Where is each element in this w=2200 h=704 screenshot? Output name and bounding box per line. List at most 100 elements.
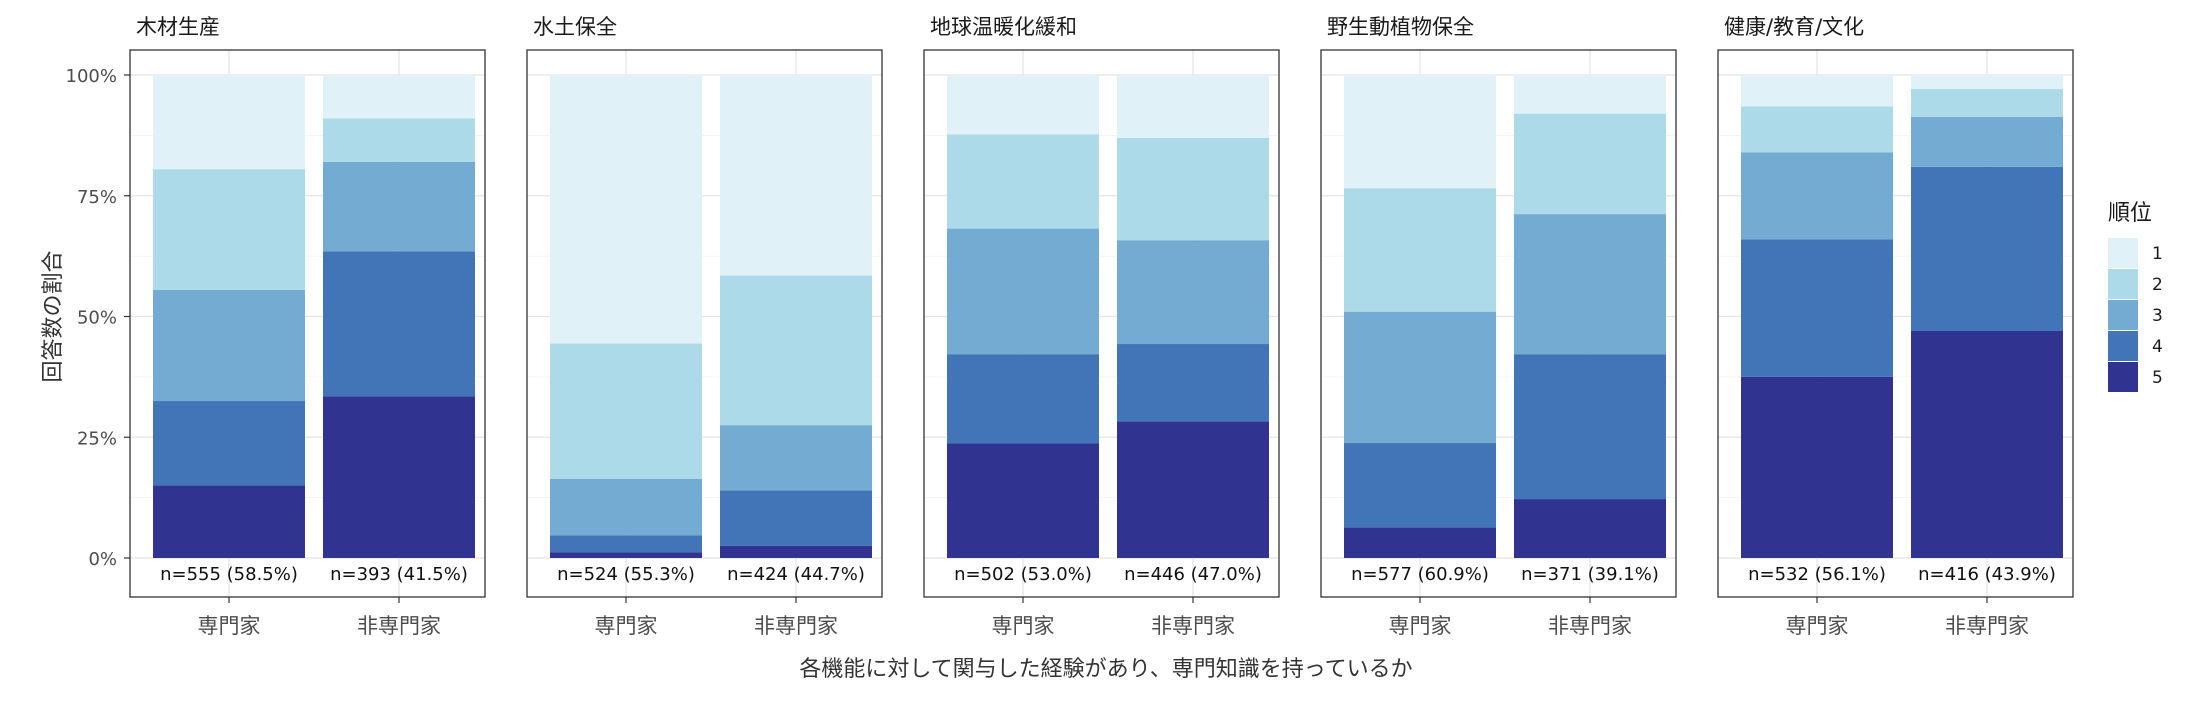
- y-tick-label: 50%: [77, 308, 117, 329]
- bar-segment-rank-4: [1514, 354, 1666, 500]
- bar-segment-rank-4: [550, 535, 702, 553]
- legend-label: 5: [2152, 368, 2163, 388]
- legend-label: 4: [2152, 337, 2163, 357]
- x-tick-label: 専門家: [595, 614, 658, 638]
- bar-segment-rank-1: [323, 75, 475, 119]
- bar-n-label: n=502 (53.0%): [954, 564, 1092, 585]
- bar-segment-rank-1: [1911, 75, 2063, 90]
- bar-segment-rank-2: [1117, 137, 1269, 241]
- bar-segment-rank-3: [1344, 311, 1496, 444]
- bar-segment-rank-4: [720, 490, 872, 546]
- bar-segment-rank-2: [1514, 113, 1666, 215]
- legend-swatch-rank-1: [2108, 238, 2138, 268]
- panel-title: 木材生産: [136, 15, 220, 39]
- panel-border: [526, 49, 883, 598]
- bar-segment-rank-5: [323, 396, 475, 558]
- bar-segment-rank-5: [720, 545, 872, 558]
- legend-swatch-rank-2: [2108, 269, 2138, 299]
- bar-segment-rank-2: [947, 134, 1099, 229]
- bar-segment-rank-2: [1344, 188, 1496, 312]
- x-tick-label: 専門家: [198, 614, 261, 638]
- bar-segment-rank-5: [1911, 330, 2063, 558]
- x-tick-label: 非専門家: [1945, 614, 2029, 638]
- bar-segment-rank-4: [1911, 166, 2063, 331]
- panel-border: [1717, 49, 2074, 598]
- panel-border: [129, 49, 486, 598]
- bar-n-label: n=416 (43.9%): [1918, 564, 2056, 585]
- bar-segment-rank-5: [550, 552, 702, 558]
- panel-title: 水土保全: [533, 15, 617, 39]
- x-tick-label: 非専門家: [754, 614, 838, 638]
- bar-segment-rank-2: [1911, 89, 2063, 118]
- bar-segment-rank-4: [153, 401, 305, 486]
- x-tick-label: 非専門家: [357, 614, 441, 638]
- y-tick-label: 75%: [77, 187, 117, 208]
- legend-label: 3: [2152, 306, 2163, 326]
- bar-segment-rank-5: [153, 485, 305, 558]
- bar-segment-rank-1: [1344, 75, 1496, 189]
- x-tick-label: 専門家: [1389, 614, 1452, 638]
- bar-n-label: n=446 (47.0%): [1124, 564, 1262, 585]
- bar-segment-rank-3: [1911, 117, 2063, 167]
- bar-segment-rank-3: [720, 425, 872, 491]
- bar-n-label: n=577 (60.9%): [1351, 564, 1489, 585]
- bar-segment-rank-4: [1117, 344, 1269, 422]
- bar-segment-rank-3: [153, 289, 305, 402]
- y-tick-label: 100%: [66, 66, 117, 87]
- legend-swatch-rank-5: [2108, 362, 2138, 392]
- panel-border: [923, 49, 1280, 598]
- bar-segment-rank-1: [1514, 75, 1666, 114]
- bar-segment-rank-5: [1741, 376, 1893, 558]
- bar-segment-rank-1: [720, 75, 872, 276]
- bar-n-label: n=424 (44.7%): [727, 564, 865, 585]
- bar-segment-rank-2: [550, 343, 702, 479]
- legend-swatch-rank-3: [2108, 300, 2138, 330]
- x-axis-title: 各機能に対して関与した経験があり、専門知識を持っているか: [799, 657, 1412, 682]
- x-tick-label: 専門家: [1786, 614, 1849, 638]
- bar-n-label: n=524 (55.3%): [557, 564, 695, 585]
- legend-title: 順位: [2108, 201, 2152, 226]
- y-tick-label: 25%: [77, 428, 117, 449]
- bar-segment-rank-4: [323, 251, 475, 397]
- bar-segment-rank-1: [947, 75, 1099, 135]
- panel-title: 野生動植物保全: [1327, 15, 1474, 39]
- y-axis-title: 回答数の割合: [41, 250, 66, 382]
- bar-segment-rank-3: [1741, 152, 1893, 240]
- bar-n-label: n=393 (41.5%): [330, 564, 468, 585]
- bar-segment-rank-2: [153, 169, 305, 290]
- bar-segment-rank-5: [947, 443, 1099, 558]
- legend-label: 2: [2152, 275, 2163, 295]
- bar-segment-rank-4: [1741, 239, 1893, 377]
- bar-segment-rank-2: [1741, 106, 1893, 153]
- bar-segment-rank-3: [947, 228, 1099, 355]
- x-tick-label: 非専門家: [1548, 614, 1632, 638]
- bar-segment-rank-4: [1344, 443, 1496, 528]
- bar-segment-rank-1: [153, 75, 305, 170]
- bar-segment-rank-1: [1741, 75, 1893, 107]
- panel-title: 地球温暖化緩和: [930, 15, 1077, 39]
- x-tick-label: 専門家: [992, 614, 1055, 638]
- bar-segment-rank-3: [550, 478, 702, 536]
- bar-segment-rank-3: [323, 161, 475, 252]
- bar-n-label: n=532 (56.1%): [1748, 564, 1886, 585]
- bar-segment-rank-5: [1117, 421, 1269, 558]
- bar-segment-rank-3: [1514, 214, 1666, 355]
- bar-segment-rank-5: [1344, 527, 1496, 558]
- bar-segment-rank-1: [550, 75, 702, 344]
- bar-segment-rank-1: [1117, 75, 1269, 138]
- bar-segment-rank-2: [323, 118, 475, 162]
- legend-label: 1: [2152, 244, 2163, 264]
- bar-n-label: n=555 (58.5%): [160, 564, 298, 585]
- bar-n-label: n=371 (39.1%): [1521, 564, 1659, 585]
- bar-segment-rank-3: [1117, 240, 1269, 345]
- bar-segment-rank-5: [1514, 499, 1666, 558]
- legend-swatch-rank-4: [2108, 331, 2138, 361]
- bar-segment-rank-2: [720, 275, 872, 426]
- bar-segment-rank-4: [947, 354, 1099, 444]
- panel-border: [1320, 49, 1677, 598]
- y-tick-label: 0%: [88, 549, 117, 570]
- panel-title: 健康/教育/文化: [1724, 15, 1864, 39]
- x-tick-label: 非専門家: [1151, 614, 1235, 638]
